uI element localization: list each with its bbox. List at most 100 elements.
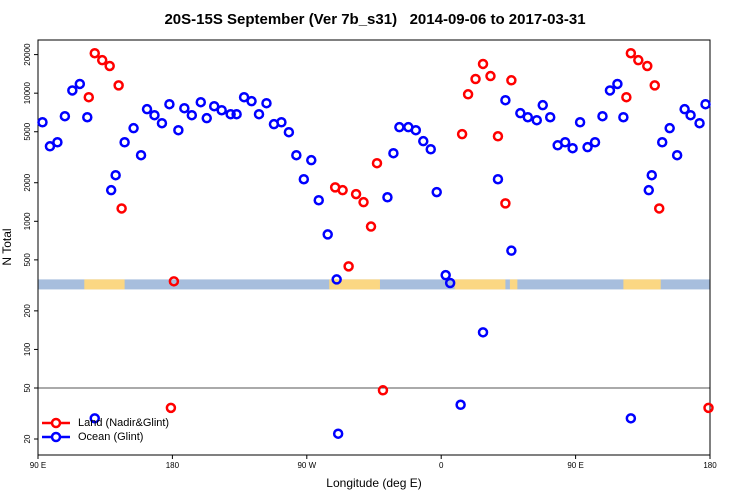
data-point (156, 117, 168, 129)
data-point (322, 229, 333, 240)
data-point (141, 103, 153, 115)
y-tick-label: 1000 (23, 212, 32, 230)
data-point (135, 149, 147, 161)
data-point (671, 149, 683, 161)
data-point (291, 149, 302, 161)
data-point (116, 203, 127, 214)
land-band (509, 279, 518, 290)
data-point (119, 136, 130, 148)
data-point (37, 116, 48, 128)
data-point (82, 111, 93, 123)
data-point (444, 277, 456, 289)
data-point (149, 109, 160, 121)
legend-marker (50, 431, 62, 443)
y-axis-label: N Total (0, 228, 14, 265)
data-point (173, 124, 184, 136)
data-point (128, 122, 139, 134)
data-point (653, 203, 665, 214)
data-point (365, 221, 377, 232)
data-point (633, 54, 644, 66)
x-tick-label: 90 E (30, 461, 46, 470)
data-point (313, 194, 324, 206)
data-point (377, 385, 389, 396)
data-point (679, 103, 690, 115)
data-point (225, 108, 236, 120)
data-point (694, 117, 705, 129)
data-point (306, 154, 317, 166)
data-point (456, 128, 468, 140)
data-point (470, 73, 481, 85)
data-point (113, 80, 124, 91)
land-band (329, 279, 380, 290)
y-tick-label: 10000 (23, 81, 32, 104)
data-point (44, 141, 56, 152)
data-point (89, 413, 100, 424)
data-point (431, 186, 442, 198)
data-point (643, 184, 655, 196)
data-point (104, 60, 115, 72)
x-tick-label: 0 (439, 461, 444, 470)
y-tick-label: 200 (23, 304, 32, 318)
data-point (625, 47, 637, 59)
x-tick-label: 90 W (297, 461, 316, 470)
data-point (201, 112, 212, 124)
data-point (492, 131, 504, 142)
data-point (96, 54, 108, 66)
x-tick-label: 180 (166, 461, 180, 470)
y-tick-label: 100 (23, 342, 32, 356)
data-point (500, 94, 511, 106)
data-point (332, 428, 344, 439)
data-point (358, 196, 369, 208)
data-point (165, 402, 177, 414)
data-point (612, 78, 623, 90)
data-point (105, 184, 117, 196)
data-point (685, 109, 696, 121)
data-point (394, 121, 405, 133)
y-tick-label: 20 (23, 434, 32, 443)
data-point (195, 96, 207, 108)
data-point (231, 108, 242, 120)
data-point (74, 78, 86, 90)
land-band (623, 279, 661, 290)
data-point (410, 124, 422, 136)
data-point (208, 100, 220, 112)
data-point (418, 135, 429, 147)
data-point (649, 80, 660, 91)
data-point (59, 110, 71, 122)
data-point (537, 99, 548, 111)
x-axis-label: Longitude (deg E) (326, 476, 421, 490)
data-point (646, 169, 658, 181)
land-band (454, 279, 506, 290)
data-point (625, 413, 637, 424)
data-point (186, 109, 198, 121)
data-point (531, 114, 543, 126)
data-point (337, 184, 348, 196)
data-point (216, 104, 227, 116)
data-point (589, 136, 601, 148)
data-point (440, 269, 451, 281)
data-point (276, 116, 287, 128)
y-tick-label: 2000 (23, 173, 32, 191)
data-point (168, 276, 180, 287)
data-point (253, 108, 265, 120)
data-point (642, 60, 653, 72)
y-tick-label: 5000 (23, 122, 32, 140)
legend-label: Ocean (Glint) (78, 431, 143, 443)
data-point (559, 136, 571, 148)
y-tick-label: 20000 (23, 43, 32, 66)
data-point (492, 173, 504, 185)
data-point (382, 192, 393, 203)
data-point (52, 136, 63, 148)
data-point (544, 111, 556, 123)
data-point (261, 97, 272, 109)
data-point (371, 157, 383, 169)
data-point (703, 402, 714, 414)
data-point (455, 399, 466, 411)
data-point (67, 85, 78, 96)
data-point (574, 116, 586, 128)
plot-frame (37, 39, 711, 456)
data-point (350, 188, 362, 200)
data-point (246, 95, 257, 107)
data-point (462, 89, 474, 100)
